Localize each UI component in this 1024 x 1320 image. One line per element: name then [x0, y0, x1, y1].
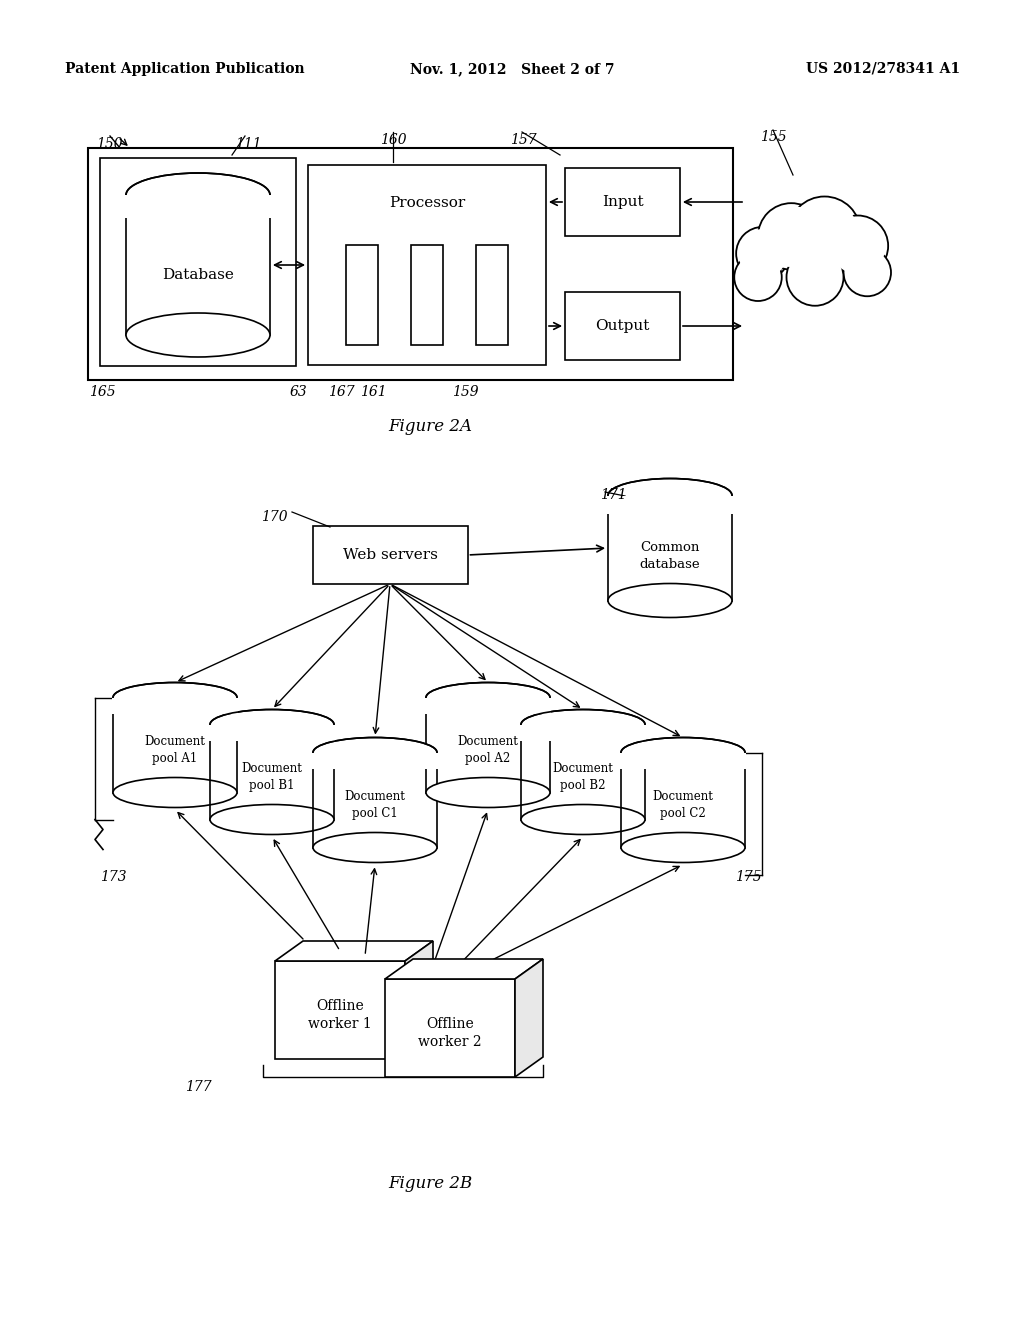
Bar: [620, 752, 746, 768]
Bar: [425, 697, 551, 714]
Bar: [385, 979, 515, 1077]
Circle shape: [827, 215, 888, 276]
Bar: [308, 165, 546, 366]
Ellipse shape: [426, 777, 550, 808]
Circle shape: [792, 199, 858, 265]
Ellipse shape: [210, 710, 334, 739]
Ellipse shape: [113, 682, 237, 713]
Bar: [275, 961, 406, 1059]
Circle shape: [734, 253, 781, 301]
Circle shape: [758, 203, 824, 269]
Ellipse shape: [313, 833, 437, 862]
Text: 177: 177: [185, 1080, 212, 1094]
Ellipse shape: [426, 682, 550, 713]
Ellipse shape: [608, 479, 732, 512]
Circle shape: [761, 206, 822, 267]
Ellipse shape: [126, 173, 270, 216]
Bar: [521, 725, 645, 820]
Bar: [565, 168, 680, 236]
Ellipse shape: [621, 833, 745, 862]
Text: 175: 175: [735, 870, 762, 884]
Circle shape: [788, 197, 860, 269]
Circle shape: [736, 227, 790, 280]
Text: 161: 161: [360, 385, 387, 399]
Text: Document
pool A1: Document pool A1: [144, 735, 206, 764]
Text: 165: 165: [89, 385, 116, 399]
Text: Document
pool C2: Document pool C2: [652, 791, 714, 820]
Bar: [113, 697, 237, 792]
Ellipse shape: [621, 738, 745, 767]
Text: Figure 2B: Figure 2B: [388, 1175, 472, 1192]
Text: Web servers: Web servers: [343, 548, 437, 562]
Ellipse shape: [521, 804, 645, 834]
Text: 167: 167: [328, 385, 354, 399]
Ellipse shape: [313, 738, 437, 767]
Bar: [565, 292, 680, 360]
Ellipse shape: [608, 583, 732, 618]
Bar: [346, 246, 378, 345]
Bar: [88, 148, 733, 380]
Text: Document
pool C1: Document pool C1: [344, 791, 406, 820]
Text: 111: 111: [234, 137, 261, 150]
Text: 171: 171: [600, 488, 627, 502]
Text: 157: 157: [510, 133, 537, 147]
Text: Document
pool B2: Document pool B2: [553, 762, 613, 792]
Bar: [312, 525, 468, 583]
Circle shape: [738, 230, 787, 279]
Text: 173: 173: [100, 870, 127, 884]
Bar: [112, 697, 238, 714]
Text: Offline
worker 1: Offline worker 1: [308, 999, 372, 1031]
Circle shape: [846, 251, 889, 294]
Ellipse shape: [521, 710, 645, 739]
Text: 170: 170: [261, 510, 288, 524]
Bar: [607, 495, 733, 513]
Bar: [100, 158, 296, 366]
Ellipse shape: [126, 313, 270, 356]
Polygon shape: [275, 941, 433, 961]
Text: Output: Output: [595, 319, 649, 333]
Circle shape: [786, 248, 844, 306]
Text: Nov. 1, 2012   Sheet 2 of 7: Nov. 1, 2012 Sheet 2 of 7: [410, 62, 614, 77]
Bar: [520, 725, 646, 741]
Text: 150: 150: [96, 137, 123, 150]
Circle shape: [736, 255, 780, 300]
Ellipse shape: [210, 804, 334, 834]
Bar: [210, 725, 334, 820]
Bar: [608, 495, 732, 601]
Text: Database: Database: [162, 268, 233, 282]
Bar: [312, 752, 438, 768]
Text: 155: 155: [760, 129, 786, 144]
Polygon shape: [515, 960, 543, 1077]
Bar: [621, 752, 745, 847]
Bar: [411, 246, 443, 345]
Text: 63: 63: [290, 385, 308, 399]
Text: 160: 160: [380, 133, 407, 147]
Polygon shape: [406, 941, 433, 1059]
Circle shape: [788, 251, 842, 304]
Circle shape: [844, 248, 891, 296]
Ellipse shape: [113, 777, 237, 808]
Text: Document
pool A2: Document pool A2: [458, 735, 518, 764]
Bar: [209, 725, 335, 741]
Text: Common
database: Common database: [640, 541, 700, 572]
Bar: [426, 697, 550, 792]
Text: Figure 2A: Figure 2A: [388, 418, 472, 436]
Text: Offline
worker 2: Offline worker 2: [418, 1018, 482, 1049]
Text: Document
pool B1: Document pool B1: [242, 762, 302, 792]
Text: Input: Input: [602, 195, 643, 209]
Bar: [125, 195, 271, 218]
Bar: [126, 195, 270, 335]
Text: US 2012/278341 A1: US 2012/278341 A1: [806, 62, 961, 77]
Text: Processor: Processor: [389, 195, 465, 210]
Polygon shape: [385, 960, 543, 979]
Text: 159: 159: [452, 385, 478, 399]
Bar: [476, 246, 508, 345]
Circle shape: [829, 218, 886, 273]
Bar: [313, 752, 437, 847]
Text: Patent Application Publication: Patent Application Publication: [65, 62, 304, 77]
